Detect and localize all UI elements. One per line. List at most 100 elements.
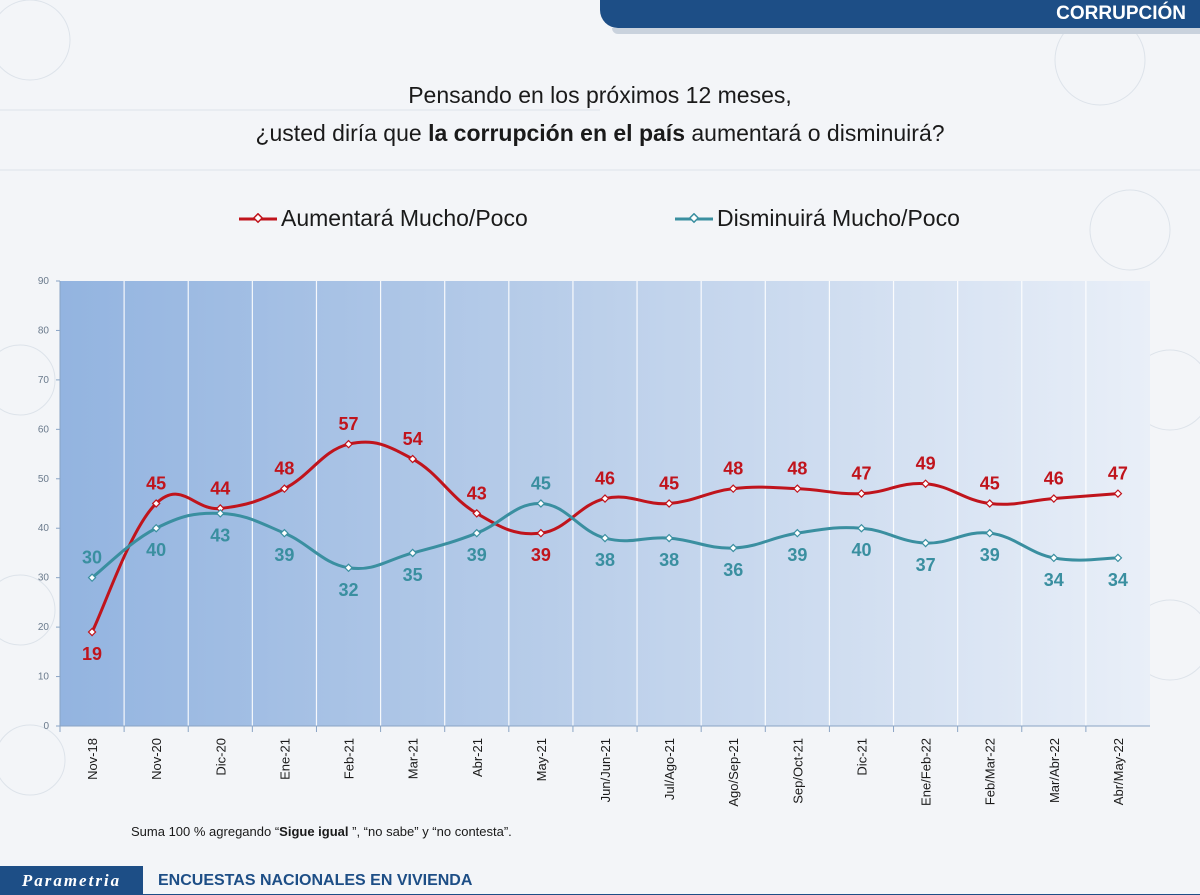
data-point-aumentara: [792, 484, 802, 494]
footnote-end: ”, “no sabe” y “no contesta”.: [348, 824, 512, 839]
x-tick-label: Ene-21: [277, 738, 292, 780]
data-point-disminuira: [921, 538, 930, 548]
x-tick-label: May-21: [534, 738, 549, 781]
y-tick-label: 30: [38, 573, 50, 584]
data-label-disminuira: 40: [851, 540, 871, 560]
data-point-disminuira: [280, 528, 289, 538]
data-label-aumentara: 48: [723, 459, 743, 479]
data-label-aumentara: 46: [1044, 469, 1064, 489]
data-point-aumentara: [985, 499, 995, 508]
legend-marker-aumentara: [239, 212, 277, 223]
data-label-aumentara: 45: [146, 474, 166, 494]
data-label-aumentara: 43: [467, 483, 487, 503]
data-point-aumentara: [87, 627, 97, 637]
data-point-disminuira: [215, 509, 225, 518]
question-line-2: ¿usted diría que la corrupción en el paí…: [0, 114, 1200, 152]
data-label-aumentara: 44: [210, 478, 230, 498]
y-tick-label: 90: [38, 276, 50, 287]
data-label-disminuira: 43: [210, 525, 230, 545]
data-label-disminuira: 38: [595, 550, 615, 570]
data-point-disminuira: [151, 523, 161, 533]
data-point-aumentara: [600, 494, 610, 503]
question-line-2-start: ¿usted diría que: [255, 120, 429, 146]
data-label-disminuira: 34: [1044, 570, 1064, 590]
question-line-1: Pensando en los próximos 12 meses,: [408, 82, 792, 108]
x-tick-label: Abr/May-22: [1111, 738, 1126, 805]
x-tick-label: Sep/Oct-21: [790, 738, 805, 804]
data-point-disminuira: [408, 548, 418, 558]
data-point-aumentara: [344, 439, 353, 449]
data-point-aumentara: [280, 484, 289, 494]
x-tick-label: Jun/Jun-21: [598, 738, 613, 802]
data-point-disminuira: [728, 543, 738, 553]
x-tick-label: Feb/Mar-22: [983, 738, 998, 805]
data-label-aumentara: 39: [531, 545, 551, 565]
footer-logo: Parametria: [0, 866, 143, 895]
data-label-aumentara: 47: [851, 464, 871, 484]
data-point-aumentara: [536, 528, 546, 538]
chart-legend: Aumentará Mucho/Poco Disminuirá Mucho/Po…: [0, 205, 1200, 239]
data-point-disminuira: [664, 533, 674, 543]
data-point-aumentara: [857, 489, 866, 498]
x-tick-label: Abr-21: [470, 738, 485, 777]
x-tick-label: Mar-21: [406, 738, 421, 779]
x-tick-label: Mar/Abr-22: [1047, 738, 1062, 803]
legend-label-disminuira: Disminuirá Mucho/Poco: [717, 205, 960, 231]
question-line-2-bold: la corrupción en el país: [428, 120, 685, 146]
data-label-aumentara: 45: [659, 474, 679, 494]
legend-item-aumentara: Aumentará Mucho/Poco: [239, 205, 528, 232]
data-point-disminuira: [857, 523, 866, 533]
y-tick-label: 20: [38, 622, 50, 633]
series-line-aumentara: [90, 440, 1119, 633]
y-tick-label: 50: [38, 474, 50, 485]
y-tick-label: 70: [38, 375, 50, 386]
data-label-disminuira: 39: [274, 545, 294, 565]
data-label-disminuira: 35: [403, 565, 423, 585]
data-label-aumentara: 48: [787, 459, 807, 479]
data-label-disminuira: 34: [1108, 570, 1128, 590]
data-label-aumentara: 19: [82, 644, 102, 664]
y-tick-label: 40: [38, 523, 50, 534]
data-point-disminuira: [1049, 553, 1059, 563]
footer-logo-text: Parametria: [21, 870, 122, 890]
data-point-aumentara: [151, 499, 161, 508]
data-label-aumentara: 45: [980, 474, 1000, 494]
data-label-disminuira: 45: [531, 474, 551, 494]
data-label-disminuira: 38: [659, 550, 679, 570]
data-label-disminuira: 37: [916, 555, 936, 575]
data-label-aumentara: 46: [595, 469, 615, 489]
x-tick-label: Nov-20: [149, 738, 164, 780]
chart-question: Pensando en los próximos 12 meses, ¿uste…: [0, 76, 1200, 152]
data-label-disminuira: 39: [467, 545, 487, 565]
data-point-aumentara: [1049, 494, 1059, 503]
data-label-disminuira: 32: [339, 580, 359, 600]
footnote-bold: Sigue igual: [279, 824, 349, 839]
data-point-disminuira: [472, 528, 482, 538]
legend-marker-disminuira: [675, 212, 713, 223]
y-tick-label: 10: [38, 672, 50, 683]
data-point-aumentara: [664, 499, 674, 508]
data-point-aumentara: [728, 484, 738, 494]
data-point-disminuira: [792, 528, 802, 538]
data-label-aumentara: 49: [916, 454, 936, 474]
data-point-aumentara: [215, 504, 225, 513]
legend-label-aumentara: Aumentará Mucho/Poco: [281, 205, 528, 231]
data-point-aumentara: [408, 454, 418, 464]
section-banner: CORRUPCIÓN: [600, 0, 1200, 28]
chart-footnote: Suma 100 % agregando “Sigue igual ”, “no…: [131, 824, 512, 839]
x-tick-label: Jul/Ago-21: [662, 738, 677, 800]
data-point-disminuira: [1113, 553, 1123, 563]
data-label-disminuira: 39: [980, 545, 1000, 565]
footer-caption: ENCUESTAS NACIONALES EN VIVIENDA: [158, 872, 473, 889]
data-point-disminuira: [536, 499, 546, 508]
data-label-disminuira: 30: [82, 548, 102, 568]
legend-item-disminuira: Disminuirá Mucho/Poco: [675, 205, 960, 232]
question-line-2-end: aumentará o disminuirá?: [685, 120, 945, 146]
y-tick-label: 0: [43, 721, 49, 732]
x-tick-label: Dic-21: [854, 738, 869, 776]
x-tick-label: Ago/Sep-21: [726, 738, 741, 807]
x-tick-label: Feb-21: [342, 738, 357, 779]
x-tick-label: Nov-18: [85, 738, 100, 780]
data-label-disminuira: 40: [146, 540, 166, 560]
